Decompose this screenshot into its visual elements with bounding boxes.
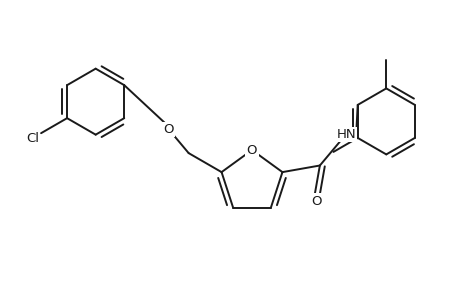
Text: O: O	[246, 143, 257, 157]
Text: HN: HN	[336, 128, 355, 141]
Text: O: O	[163, 123, 174, 136]
Text: O: O	[311, 195, 321, 208]
Text: Cl: Cl	[26, 132, 39, 145]
